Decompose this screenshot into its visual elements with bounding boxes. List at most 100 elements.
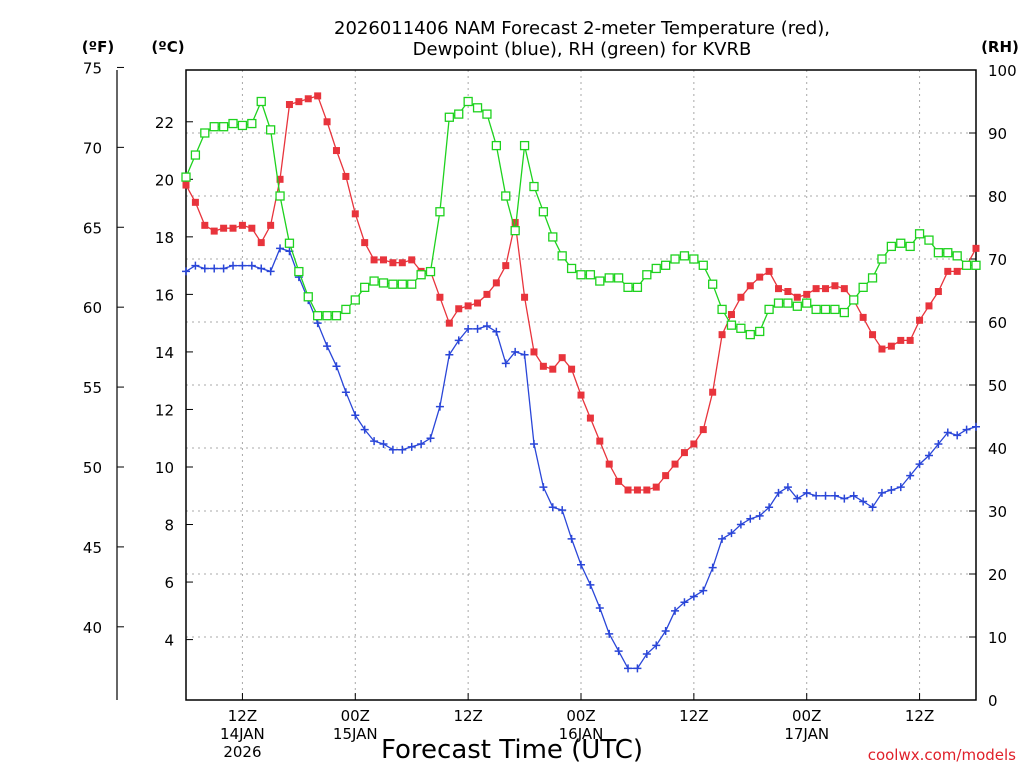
data-point (398, 259, 406, 267)
x-tick-label: 00Z (566, 707, 595, 725)
data-point (811, 304, 821, 315)
data-point (247, 118, 257, 129)
data-point (869, 331, 877, 339)
data-point (821, 491, 830, 500)
data-point (689, 254, 699, 264)
data-point (492, 279, 500, 287)
data-point (737, 293, 745, 301)
data-point (201, 221, 209, 229)
data-point (520, 350, 529, 359)
data-point (577, 391, 585, 399)
data-point (220, 224, 228, 232)
data-point (370, 256, 378, 264)
data-point (191, 261, 200, 270)
data-point (436, 293, 444, 301)
data-point (867, 273, 878, 283)
celsius-tick-label: 10 (155, 459, 174, 477)
data-point (370, 437, 379, 446)
data-point (652, 641, 661, 650)
data-point (276, 175, 284, 183)
data-point (680, 598, 689, 607)
celsius-unit-label: (ºC) (151, 38, 184, 56)
data-point (464, 302, 472, 310)
data-point (934, 439, 943, 448)
data-point (934, 288, 942, 296)
data-point (210, 227, 218, 235)
x-tick-label: 00Z (341, 707, 370, 725)
data-point (483, 290, 491, 298)
rh-tick-label: 70 (988, 251, 1007, 269)
data-point (530, 348, 538, 356)
data-point (247, 261, 256, 270)
data-point (726, 320, 737, 330)
credit-label: coolwx.com/models (868, 746, 1016, 764)
data-point (238, 261, 247, 270)
data-point (896, 238, 906, 248)
data-point (596, 437, 604, 445)
data-point (849, 491, 858, 500)
data-point (417, 439, 426, 448)
data-point (388, 279, 398, 289)
celsius-tick-label: 4 (164, 632, 174, 650)
x-tick-label: 12Z (679, 707, 708, 725)
data-point (181, 172, 191, 182)
data-point (398, 445, 407, 454)
data-point (896, 483, 905, 492)
data-point (775, 285, 782, 293)
data-point (210, 264, 219, 273)
data-point (566, 263, 577, 274)
data-point (209, 122, 219, 132)
data-point (756, 273, 764, 281)
data-point (323, 118, 331, 126)
fahrenheit-unit-label: (ºF) (82, 38, 114, 56)
x-tick-label: 15JAN (333, 725, 378, 743)
data-point (643, 486, 651, 494)
data-point (878, 345, 886, 353)
data-point (613, 273, 624, 283)
rh-tick-label: 20 (988, 566, 1007, 584)
data-point (698, 260, 708, 270)
data-point (416, 270, 426, 280)
data-point (708, 279, 718, 289)
data-point (840, 285, 848, 293)
gridlines (186, 70, 976, 700)
data-point (341, 304, 351, 315)
data-point (501, 359, 510, 368)
data-point (332, 147, 340, 155)
data-point (802, 298, 812, 308)
data-point (303, 292, 313, 302)
data-point (454, 336, 463, 345)
data-point (924, 451, 933, 460)
data-point (887, 342, 895, 350)
data-point (586, 414, 594, 422)
fahrenheit-tick-label: 40 (83, 619, 102, 637)
celsius-tick-label: 20 (155, 171, 174, 189)
data-point (689, 592, 698, 601)
data-point (407, 442, 416, 451)
data-point (746, 514, 755, 523)
data-point (886, 241, 897, 252)
fahrenheit-tick-label: 45 (83, 539, 102, 557)
data-point (313, 319, 322, 328)
data-point (463, 96, 473, 107)
data-point (501, 191, 511, 201)
data-point (642, 270, 652, 280)
data-point (859, 313, 867, 321)
data-point (435, 207, 445, 217)
data-point (906, 471, 915, 480)
rh-tick-label: 100 (988, 62, 1017, 80)
data-point (812, 285, 820, 293)
data-point (914, 229, 925, 239)
series (181, 92, 981, 673)
data-point (708, 563, 717, 572)
data-point (519, 140, 530, 151)
data-point (830, 304, 840, 315)
data-point (614, 647, 623, 656)
chart-title-line-2: Dewpoint (blue), RH (green) for KVRB (413, 39, 752, 60)
data-point (426, 434, 435, 443)
data-point (972, 244, 980, 252)
series-0 (182, 92, 980, 494)
data-point (915, 460, 924, 469)
x-tick-label: 00Z (792, 707, 821, 725)
